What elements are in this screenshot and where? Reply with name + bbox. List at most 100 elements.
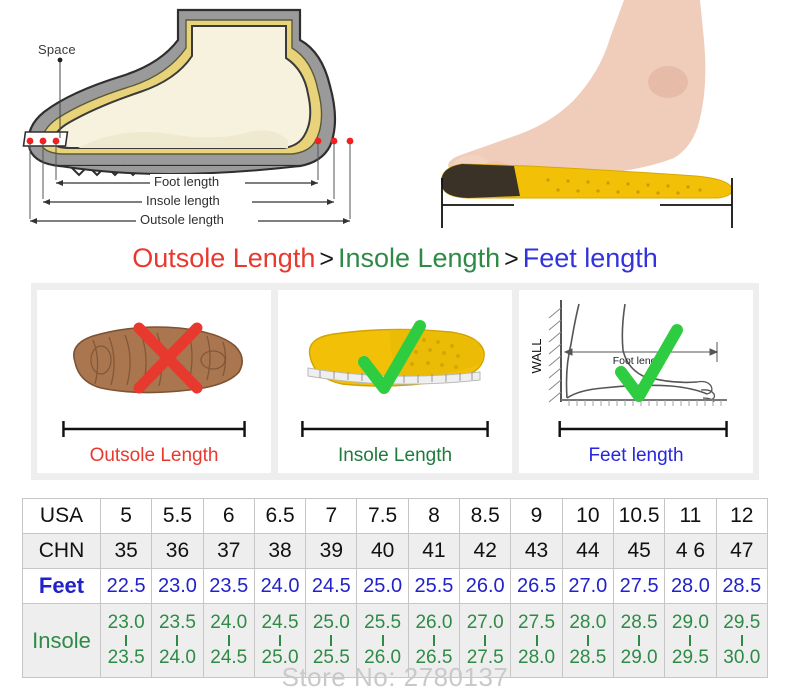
size-cell: 24.0 [253, 568, 307, 604]
insole-range-separator [227, 635, 230, 646]
size-cell: 27.5 [612, 568, 666, 604]
size-cell: 4 6 [664, 533, 717, 569]
insole-range-separator [279, 635, 282, 646]
panel-insole: Insole Length [278, 290, 512, 473]
insole-range-max: 29.5 [671, 647, 709, 668]
wall-text-label: WALL [529, 339, 544, 374]
heel-back-line [565, 303, 580, 399]
measure-droplines [29, 143, 351, 219]
insole-range-max: 24.5 [210, 647, 248, 668]
size-cell: 7 [305, 498, 358, 534]
insole-range-min: 25.5 [364, 612, 402, 634]
outsole-bracket-svg [62, 421, 246, 437]
size-cell: 26.0 26.5 [407, 603, 461, 678]
insole-range: 24.5 25.0 [255, 613, 305, 668]
comparison-panels: Outsole Length [31, 283, 759, 480]
size-cell: 27.5 28.0 [510, 603, 563, 678]
size-cell: 24.5 25.0 [253, 603, 307, 678]
foot-on-insole-photo: Insole length [428, 0, 790, 238]
foot-length-label: Foot length [150, 174, 224, 189]
insole-range-separator [484, 635, 487, 646]
feet-bracket-svg [558, 421, 728, 437]
shin-front-line [621, 303, 698, 384]
size-cell: 37 [202, 533, 255, 569]
size-cell: 6 [202, 498, 255, 534]
insole-range-max: 30.0 [723, 647, 761, 668]
size-cell: 22.5 [99, 568, 153, 604]
foot-arch-shade [78, 130, 288, 148]
insole-range-min: 29.5 [723, 612, 761, 634]
panel-insole-caption: Insole Length [337, 445, 453, 466]
space-leader-dot [57, 57, 63, 63]
size-cell: 38 [253, 533, 307, 569]
marker-outsole-heel [346, 137, 354, 145]
insole-range-max: 23.5 [107, 647, 145, 668]
size-cell: 29.5 30.0 [715, 603, 769, 678]
size-cell: 41 [407, 533, 461, 569]
insole-dot-texture [408, 338, 460, 369]
size-cell: 23.5 24.0 [151, 603, 204, 678]
ankle-shade [648, 66, 688, 98]
size-cell: 11 [664, 498, 717, 534]
insole-range-separator [638, 635, 641, 646]
size-cell: 25.0 25.5 [305, 603, 358, 678]
size-table-row-feet: Feet 22.5 23.0 23.5 24.0 24.5 25.0 25.5 26.0 26.5… [22, 568, 769, 604]
size-table-row-insole: Insole 23.0 23.5 23.5 24.0 24.0 24.5 24.5 25.0 25… [22, 603, 769, 678]
size-cell: 29.0 29.5 [664, 603, 717, 678]
insole-range-max: 25.0 [261, 647, 299, 668]
size-cell: 23.0 [151, 568, 204, 604]
insole-range-min: 25.0 [312, 612, 350, 634]
size-table-wrap: USA 5 5.5 6 6.5 7 7.5 8 8.5 9 10 10.5 11 12 CHN 35 36 37 3… [22, 498, 769, 678]
marker-insole-heel [330, 137, 338, 145]
foot-length-arrow [563, 342, 719, 362]
insole-range-separator [381, 635, 384, 646]
insole-length-label-diagram: Insole length [142, 193, 224, 208]
insole-range: 28.5 29.0 [614, 613, 664, 668]
insole-range-min: 24.5 [261, 612, 299, 634]
size-cell: 26.5 [510, 568, 563, 604]
panel-outsole: Outsole Length [37, 290, 271, 473]
insole-range-min: 28.5 [620, 612, 658, 634]
foot-silhouette [448, 0, 706, 176]
size-cell: 28.0 28.5 [561, 603, 614, 678]
panel-feet: WALL [519, 290, 753, 473]
size-cell: 5 [99, 498, 153, 534]
size-cell: 25.5 26.0 [356, 603, 409, 678]
insole-toe-texture [441, 164, 520, 198]
wall-hatching [548, 307, 562, 403]
size-row-label: Feet [22, 568, 101, 604]
insole-range: 29.0 29.5 [665, 613, 715, 668]
size-cell: 36 [151, 533, 204, 569]
space-label: Space [38, 42, 76, 57]
insole-art [278, 290, 512, 432]
insole-range-min: 27.0 [466, 612, 504, 634]
insole-range: 27.5 28.0 [511, 613, 561, 668]
green-check-mark [358, 320, 426, 394]
comparison-headline: Outsole Length > Insole Length > Feet length [0, 243, 790, 274]
measure-arrows [30, 182, 350, 222]
insole-range-max: 26.0 [364, 647, 402, 668]
insole-range-separator [125, 635, 128, 646]
headline-outsole: Outsole Length [132, 243, 316, 273]
size-table-body: USA 5 5.5 6 6.5 7 7.5 8 8.5 9 10 10.5 11 12 CHN 35 36 37 3… [22, 498, 769, 678]
insole-range-min: 27.5 [518, 612, 556, 634]
insole-range: 24.0 24.5 [204, 613, 254, 668]
insole-range: 28.0 28.5 [563, 613, 613, 668]
insole-range-min: 23.0 [107, 612, 145, 634]
size-table: USA 5 5.5 6 6.5 7 7.5 8 8.5 9 10 10.5 11 12 CHN 35 36 37 3… [22, 498, 769, 678]
outsole-measure-bar [37, 418, 271, 440]
size-cell: 10 [561, 498, 614, 534]
size-cell: 43 [510, 533, 563, 569]
panel-outsole-caption: Outsole Length [89, 445, 219, 466]
size-cell: 28.5 [715, 568, 769, 604]
headline-sep-1: > [319, 245, 334, 273]
insole-range-separator [432, 635, 435, 646]
insole-range-min: 26.0 [415, 612, 453, 634]
size-row-label: Insole [22, 603, 101, 678]
panel-feet-caption: Feet length [588, 445, 684, 466]
foot-photo-svg [440, 0, 733, 228]
top-illustrations: Space Foot length Insole length Outsole … [0, 0, 790, 238]
size-cell: 44 [561, 533, 614, 569]
size-row-label: USA [22, 498, 101, 534]
insole-range-max: 24.0 [158, 647, 196, 668]
